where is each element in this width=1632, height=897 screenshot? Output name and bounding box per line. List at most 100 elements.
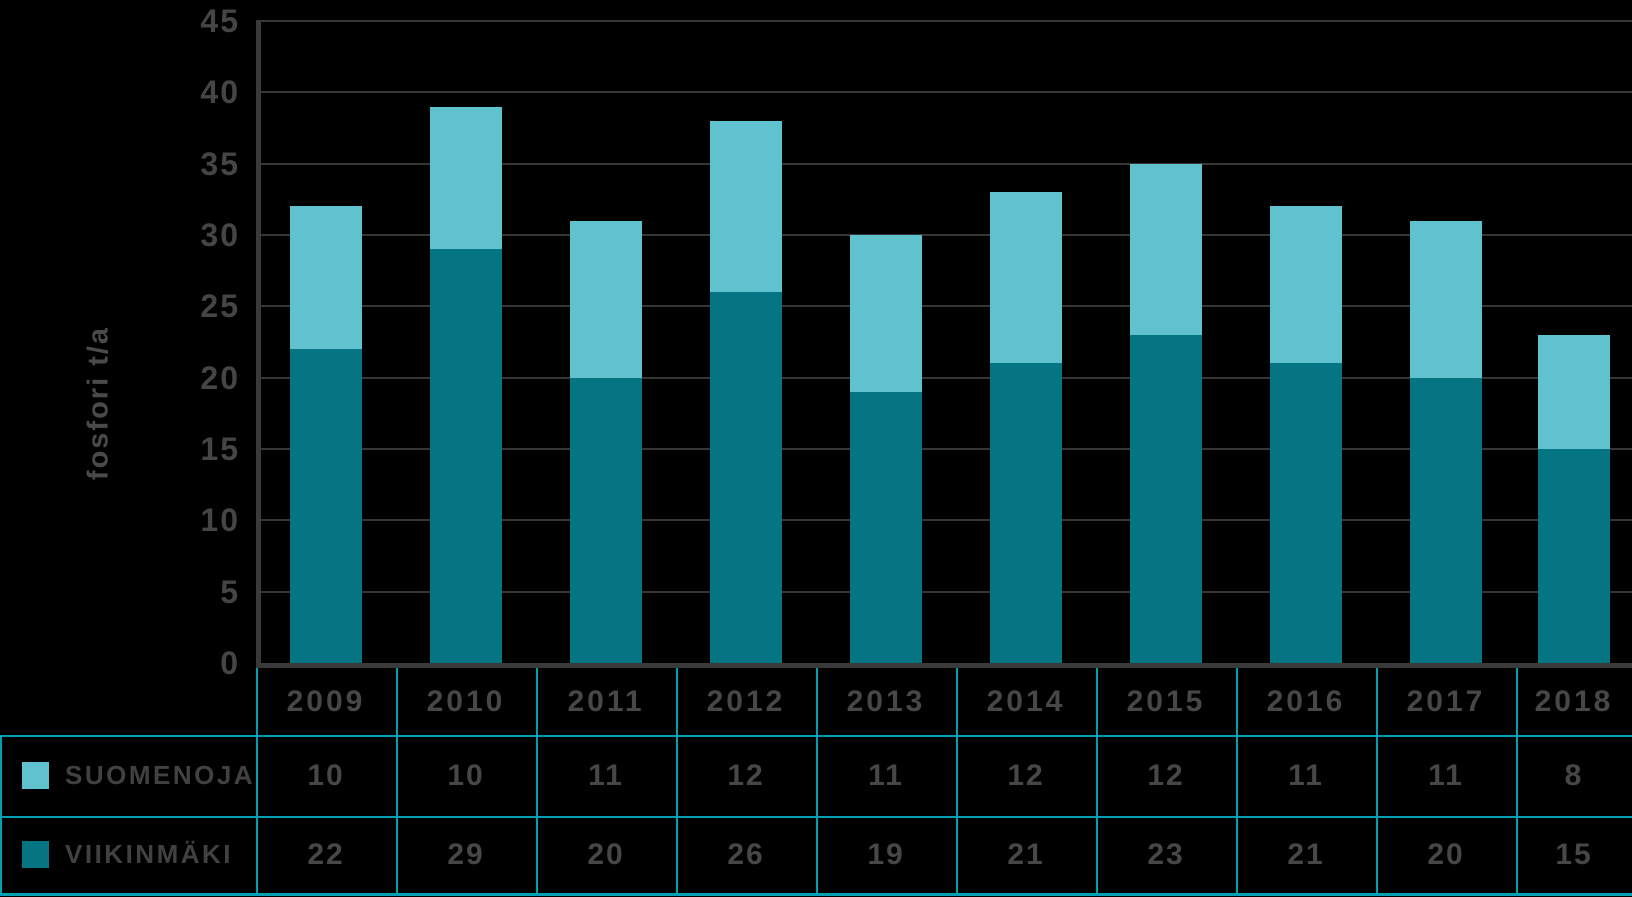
bar-slot-2009 — [256, 21, 396, 663]
bar-segment-viikinmaki-2011 — [570, 377, 642, 663]
table-vertical-border — [676, 668, 678, 896]
year-header-cell-2013: 2013 — [846, 684, 926, 718]
bar-slot-2015 — [1096, 21, 1236, 663]
stacked-bar-2014 — [990, 192, 1062, 663]
gridline-35 — [256, 162, 1632, 165]
y-tick-label-20: 20 — [200, 359, 240, 396]
gridline-5 — [256, 590, 1632, 593]
bar-segment-viikinmaki-2017 — [1410, 377, 1482, 663]
bar-segment-suomenoja-2013 — [850, 235, 922, 392]
bar-segment-suomenoja-2018 — [1538, 334, 1610, 449]
year-header-cell-2014: 2014 — [986, 684, 1066, 718]
year-header-cell-2015: 2015 — [1126, 684, 1206, 718]
y-tick-label-45: 45 — [200, 3, 240, 39]
bar-segment-suomenoja-2014 — [990, 192, 1062, 364]
table-vertical-border — [396, 668, 398, 896]
bar-segment-viikinmaki-2016 — [1270, 363, 1342, 663]
y-axis-line — [256, 21, 261, 668]
year-header-cell-2016: 2016 — [1266, 684, 1346, 718]
bar-slot-2017 — [1376, 21, 1516, 663]
gridline-30 — [256, 234, 1632, 236]
table-value-cell: 10 — [447, 758, 485, 792]
bar-segment-viikinmaki-2010 — [430, 249, 502, 663]
y-tick-label-25: 25 — [200, 288, 240, 325]
stacked-bar-2017 — [1410, 220, 1482, 663]
table-value-cell: 29 — [447, 837, 485, 871]
y-tick-label-30: 30 — [200, 217, 240, 253]
year-header-cell-2010: 2010 — [426, 684, 506, 718]
y-tick-label-10: 10 — [200, 502, 240, 539]
stacked-bar-2012 — [710, 120, 782, 663]
bar-segment-suomenoja-2009 — [290, 206, 362, 350]
table-value-cell: 22 — [307, 837, 345, 871]
table-row-viikinmaki: 22 29 20 26 19 21 23 21 20 15 — [256, 816, 1632, 893]
bar-slot-2011 — [536, 21, 676, 663]
table-vertical-border — [956, 668, 958, 896]
bar-slot-2012 — [676, 21, 816, 663]
bar-segment-viikinmaki-2013 — [850, 391, 922, 663]
gridline-20 — [256, 376, 1632, 379]
year-header-cell-2018: 2018 — [1534, 684, 1614, 718]
year-header-cell-2017: 2017 — [1406, 684, 1486, 718]
table-value-cell: 8 — [1564, 758, 1584, 792]
table-horizontal-border — [0, 816, 1632, 818]
bar-segment-viikinmaki-2009 — [290, 349, 362, 663]
y-tick-label-5: 5 — [220, 573, 240, 610]
bar-slot-2010 — [396, 21, 536, 663]
gridline-25 — [256, 305, 1632, 308]
year-header-cell-2011: 2011 — [567, 684, 645, 718]
table-value-cell: 12 — [1007, 758, 1045, 792]
bar-segment-suomenoja-2017 — [1410, 220, 1482, 378]
table-vertical-border — [256, 668, 258, 896]
stacked-bar-2010 — [430, 106, 502, 663]
table-vertical-border — [536, 668, 538, 896]
stacked-bar-2016 — [1270, 206, 1342, 663]
legend-item-suomenoja: SUOMENOJA — [0, 735, 256, 816]
suomenoja-color-swatch — [22, 762, 49, 789]
stacked-bar-2015 — [1130, 163, 1202, 663]
y-tick-label-0: 0 — [220, 645, 240, 681]
table-value-cell: 12 — [727, 758, 765, 792]
table-row-suomenoja: 10 10 11 12 11 12 12 11 11 8 — [256, 735, 1632, 816]
table-value-cell: 21 — [1287, 837, 1325, 871]
bar-segment-viikinmaki-2012 — [710, 292, 782, 663]
stacked-bar-2009 — [290, 206, 362, 663]
year-header-cell-2012: 2012 — [706, 684, 786, 718]
y-tick-label-40: 40 — [200, 74, 240, 111]
bar-slot-2016 — [1236, 21, 1376, 663]
table-value-cell: 19 — [867, 837, 905, 871]
table-vertical-border — [1376, 668, 1378, 896]
table-value-cell: 15 — [1555, 837, 1593, 871]
table-horizontal-border — [0, 735, 1632, 737]
table-value-cell: 20 — [1427, 837, 1465, 871]
x-axis-line — [256, 663, 1632, 668]
table-vertical-border — [1096, 668, 1098, 896]
table-left-border — [0, 735, 2, 896]
gridline-40 — [256, 91, 1632, 94]
y-tick-label-15: 15 — [200, 431, 240, 467]
gridline-10 — [256, 519, 1632, 522]
table-vertical-border — [816, 668, 818, 896]
table-vertical-border — [1236, 668, 1238, 896]
y-tick-label-35: 35 — [200, 145, 240, 182]
table-value-cell: 20 — [587, 837, 625, 871]
table-value-cell: 11 — [588, 758, 624, 792]
table-value-cell: 23 — [1147, 837, 1185, 871]
bar-segment-suomenoja-2015 — [1130, 163, 1202, 335]
bar-segment-suomenoja-2011 — [570, 220, 642, 378]
table-value-cell: 12 — [1147, 758, 1185, 792]
legend-label-suomenoja: SUOMENOJA — [65, 760, 256, 790]
bar-slot-2018 — [1516, 21, 1632, 663]
stacked-bar-2018 — [1538, 334, 1610, 663]
bar-segment-suomenoja-2010 — [430, 106, 502, 250]
stacked-bar-2011 — [570, 220, 642, 663]
table-value-cell: 10 — [307, 758, 345, 792]
bar-segment-viikinmaki-2014 — [990, 363, 1062, 663]
bar-segment-suomenoja-2016 — [1270, 206, 1342, 364]
table-vertical-border — [1516, 668, 1518, 896]
year-header-cell-2009: 2009 — [286, 684, 366, 718]
legend-label-viikinmaki: VIIKINMÄKI — [65, 839, 233, 869]
legend-item-viikinmaki: VIIKINMÄKI — [0, 816, 256, 893]
table-value-cell: 11 — [1288, 758, 1324, 792]
table-year-header-row: 2009 2010 2011 2012 2013 2014 2015 2016 2017 2018 — [256, 668, 1632, 735]
